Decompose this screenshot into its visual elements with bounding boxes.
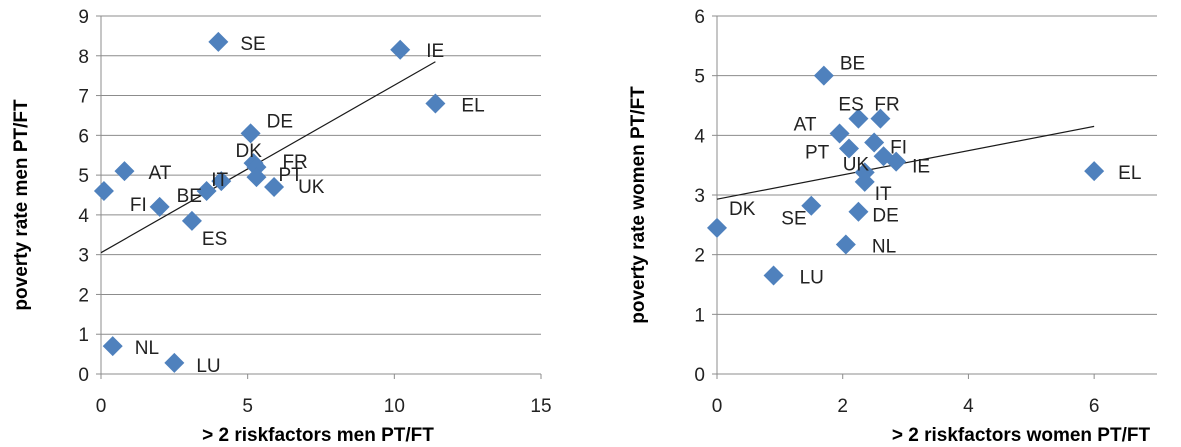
data-point-fr [870,108,891,129]
data-point-de [240,123,261,144]
data-label-it: IT [211,170,228,191]
x-tick-label: 5 [242,396,253,417]
y-tick-label: 1 [78,325,89,346]
data-point-lu [164,352,185,373]
data-point-nl [102,336,123,357]
trendline [716,125,1095,200]
data-point-el [1084,161,1105,182]
y-tick-label: 9 [78,7,89,28]
x-tick-label: 10 [384,396,405,417]
data-label-lu: LU [800,268,824,289]
x-tick-label: 6 [1089,396,1100,417]
data-point-dk [707,217,727,238]
data-label-be: BE [177,186,202,207]
data-label-pt: PT [805,142,830,163]
y-tick-label: 7 [78,87,89,108]
data-label-be: BE [840,54,865,75]
x-axis-title: > 2 riskfactors men PT/FT [202,425,434,446]
data-point-ie [390,39,411,60]
data-point-se [208,31,229,52]
data-label-ie: IE [426,41,444,62]
data-label-es: ES [838,95,863,116]
data-point-unlabeled [149,196,170,217]
x-tick-label: 0 [712,396,723,417]
data-point-ie [886,151,907,172]
y-tick-label: 6 [694,7,705,28]
data-label-pt: PT [278,165,303,186]
trendline [100,61,436,254]
data-point-de [848,201,869,222]
data-label-ie: IE [912,157,930,178]
x-tick-label: 0 [96,396,107,417]
data-point-se [801,195,822,216]
data-label-el: EL [1118,163,1141,184]
data-point-es [848,108,869,129]
data-label-se: SE [240,34,265,55]
y-tick-label: 4 [694,126,705,147]
data-point-it [854,171,875,192]
data-label-es: ES [202,229,227,250]
data-label-el: EL [461,96,484,117]
data-label-nl: NL [135,338,159,359]
data-label-dk: DK [729,199,756,220]
data-point-it [211,171,232,192]
data-point-fi [93,181,114,202]
y-tick-label: 3 [694,186,705,207]
data-point-at [829,123,850,144]
data-point-pt [246,167,267,188]
data-label-lu: LU [196,356,220,377]
data-label-it: IT [875,184,892,205]
y-tick-label: 0 [694,365,705,386]
y-tick-label: 2 [694,246,705,267]
data-point-be [813,65,834,86]
data-label-at: AT [148,163,171,184]
data-label-at: AT [794,115,817,136]
data-point-nl [835,234,856,255]
y-tick-label: 6 [78,126,89,147]
data-label-fr: FR [282,152,307,173]
x-axis-title: > 2 riskfactors women PT/FT [892,425,1151,446]
y-tick-label: 5 [78,166,89,187]
data-label-de: DE [872,206,898,227]
x-tick-label: 15 [530,396,551,417]
data-point-be [196,181,217,202]
y-tick-label: 3 [78,246,89,267]
y-tick-label: 8 [78,47,89,68]
data-point-el [425,93,446,114]
data-label-dk: DK [236,141,263,162]
data-point-lu [763,265,784,286]
data-label-se: SE [781,209,806,230]
y-tick-label: 5 [694,67,705,88]
y-axis-title: poverty rate women PT/FT [628,86,649,324]
data-label-fi: FI [890,137,907,158]
data-point-es [181,210,202,231]
data-label-de: DE [267,111,293,132]
y-tick-label: 4 [78,206,89,227]
y-tick-label: 2 [78,285,89,306]
data-point-pt [839,138,859,159]
x-tick-label: 4 [963,396,974,417]
x-tick-label: 2 [837,396,848,417]
y-tick-label: 1 [694,305,705,326]
data-label-fr: FR [874,95,899,116]
data-point-uk [264,177,285,198]
data-label-uk: UK [843,154,870,175]
y-axis-title: poverty rate men PT/FT [11,99,32,311]
y-tick-label: 0 [78,365,89,386]
data-point-fi [864,132,885,153]
data-point-at [114,161,135,182]
data-label-uk: UK [298,177,325,198]
data-label-fi: FI [130,195,147,216]
data-label-nl: NL [872,237,896,258]
